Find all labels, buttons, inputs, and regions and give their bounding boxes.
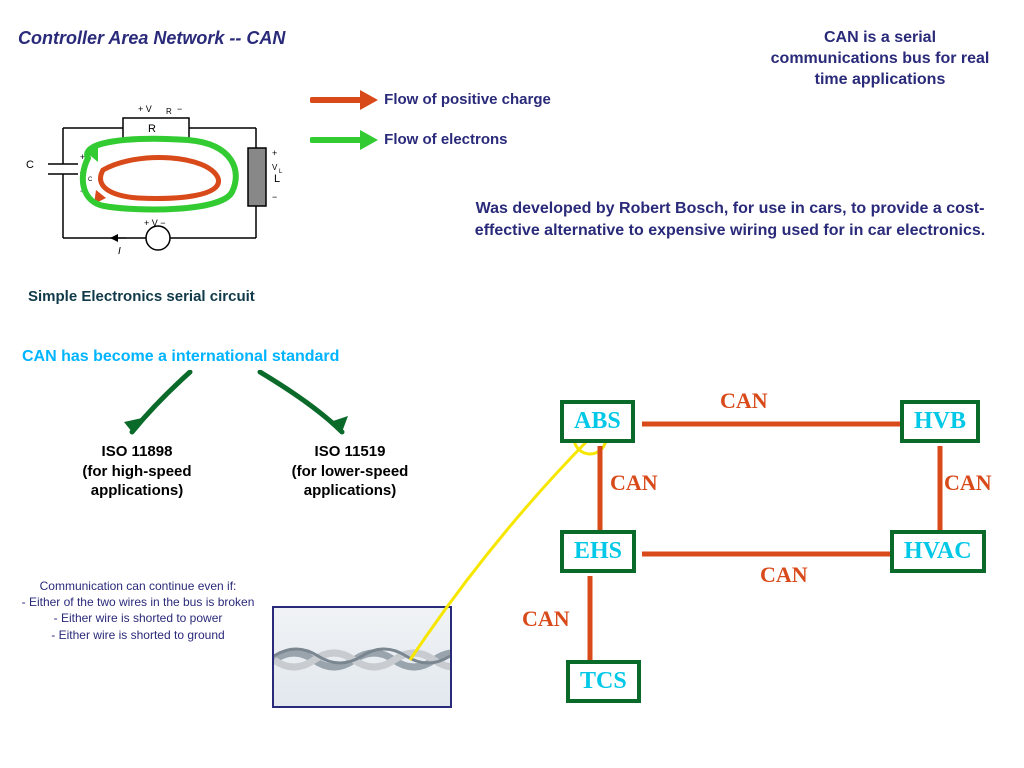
svg-text:C: C	[88, 177, 93, 183]
edge-label: CAN	[610, 470, 658, 496]
commnote-b3: - Either wire is shorted to ground	[18, 627, 258, 643]
arrow-icon	[310, 88, 380, 112]
iso-high-speed: ISO 11898 (for high-speed applications)	[42, 442, 232, 501]
svg-text:R: R	[166, 107, 172, 116]
page-title: Controller Area Network -- CAN	[18, 28, 285, 49]
circuit-caption: Simple Electronics serial circuit	[28, 288, 255, 305]
node-hvb: HVB	[900, 400, 980, 443]
circuit-diagram: R + V R − L + V L − C + V C − + V − I	[18, 100, 298, 270]
can-network-diagram: ABS HVB EHS HVAC TCS CAN CAN CAN CAN CAN	[520, 380, 1020, 750]
edge-label: CAN	[720, 388, 768, 414]
arrow-icon	[310, 128, 380, 152]
node-abs: ABS	[560, 400, 635, 443]
iso-left-sub: (for high-speed applications)	[42, 462, 232, 501]
svg-text:V: V	[272, 163, 278, 172]
node-tcs: TCS	[566, 660, 641, 703]
svg-text:−: −	[272, 192, 277, 202]
legend-positive: Flow of positive charge	[310, 88, 551, 112]
node-ehs: EHS	[560, 530, 636, 573]
svg-text:−: −	[177, 104, 182, 114]
edge-label: CAN	[522, 606, 570, 632]
legend-positive-label: Flow of positive charge	[384, 91, 551, 108]
commnote-b1: - Either of the two wires in the bus is …	[18, 594, 258, 610]
edge-label: CAN	[760, 562, 808, 588]
iso-left-title: ISO 11898	[42, 442, 232, 462]
description: Was developed by Robert Bosch, for use i…	[460, 198, 1000, 241]
node-hvac: HVAC	[890, 530, 986, 573]
svg-text:+ V: + V	[138, 104, 152, 114]
svg-text:L: L	[279, 169, 283, 175]
svg-text:R: R	[148, 123, 156, 135]
svg-text:I: I	[118, 246, 121, 257]
legend-electrons: Flow of electrons	[310, 128, 508, 152]
commnote-head: Communication can continue even if:	[18, 578, 258, 594]
svg-text:C: C	[26, 159, 34, 171]
communication-note: Communication can continue even if: - Ei…	[18, 578, 258, 643]
legend-electrons-label: Flow of electrons	[384, 131, 507, 148]
commnote-b2: - Either wire is shorted to power	[18, 610, 258, 626]
subtitle: CAN is a serial communications bus for r…	[760, 28, 1000, 90]
edge-label: CAN	[944, 470, 992, 496]
svg-text:+ V −: + V −	[144, 218, 166, 228]
tree-arrows	[60, 370, 420, 450]
svg-text:+: +	[272, 148, 277, 158]
standard-heading: CAN has become a international standard	[22, 348, 339, 366]
